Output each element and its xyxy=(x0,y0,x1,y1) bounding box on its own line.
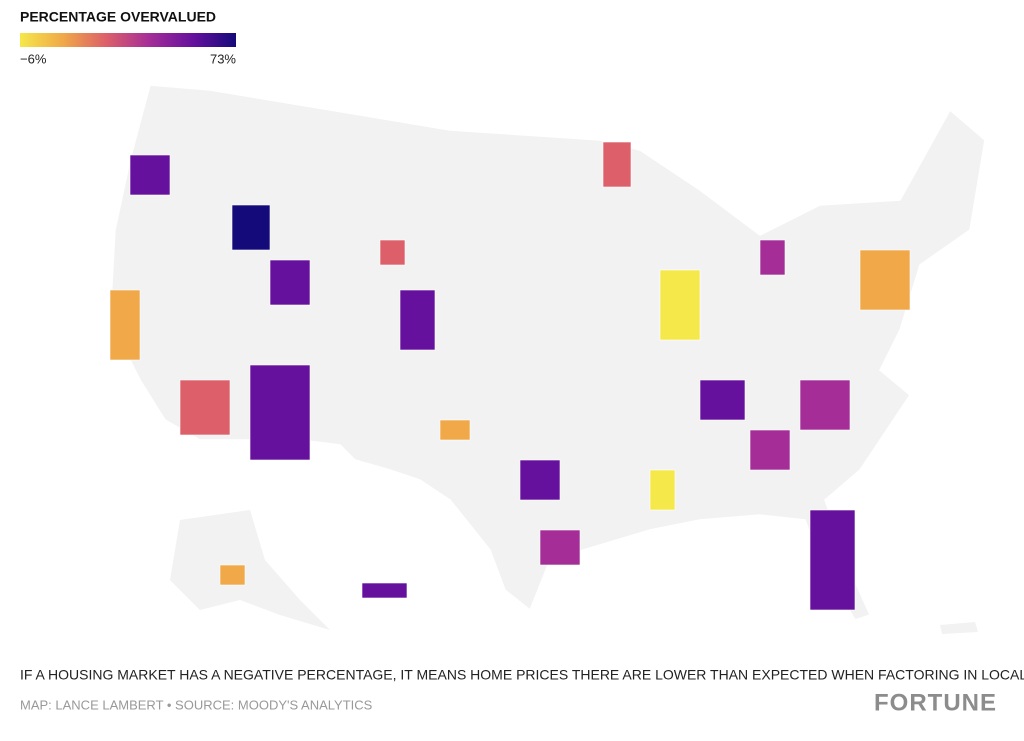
metro-area xyxy=(361,582,408,599)
metro-area xyxy=(519,459,561,501)
legend-max: 73% xyxy=(210,51,236,66)
metro-area xyxy=(859,249,911,311)
note: IF A HOUSING MARKET HAS A NEGATIVE PERCE… xyxy=(20,667,1024,683)
legend-bar xyxy=(20,33,236,47)
metro-area xyxy=(799,379,851,431)
metro-area xyxy=(809,509,856,611)
alaska xyxy=(170,510,330,630)
metro-area xyxy=(249,364,311,461)
metro-area xyxy=(539,529,581,566)
metro-area xyxy=(179,379,231,436)
metro-area xyxy=(602,141,632,188)
metro-area xyxy=(759,239,786,276)
puerto-rico xyxy=(940,622,978,634)
metro-area xyxy=(439,419,471,441)
metro-area xyxy=(699,379,746,421)
metro-area xyxy=(649,469,676,511)
source: MAP: LANCE LAMBERT • SOURCE: MOODY'S ANA… xyxy=(20,697,373,712)
metro-area xyxy=(129,154,171,196)
metro-area xyxy=(231,204,271,251)
metro-area xyxy=(379,239,406,266)
metro-area xyxy=(399,289,436,351)
brand: FORTUNE xyxy=(874,689,997,716)
legend-min: −6% xyxy=(20,51,47,66)
metro-area xyxy=(219,564,246,586)
metro-area xyxy=(659,269,701,341)
legend-title: PERCENTAGE OVERVALUED xyxy=(20,9,216,25)
metro-area xyxy=(109,289,141,361)
map xyxy=(109,84,986,634)
metro-area xyxy=(749,429,791,471)
metro-area xyxy=(269,259,311,306)
